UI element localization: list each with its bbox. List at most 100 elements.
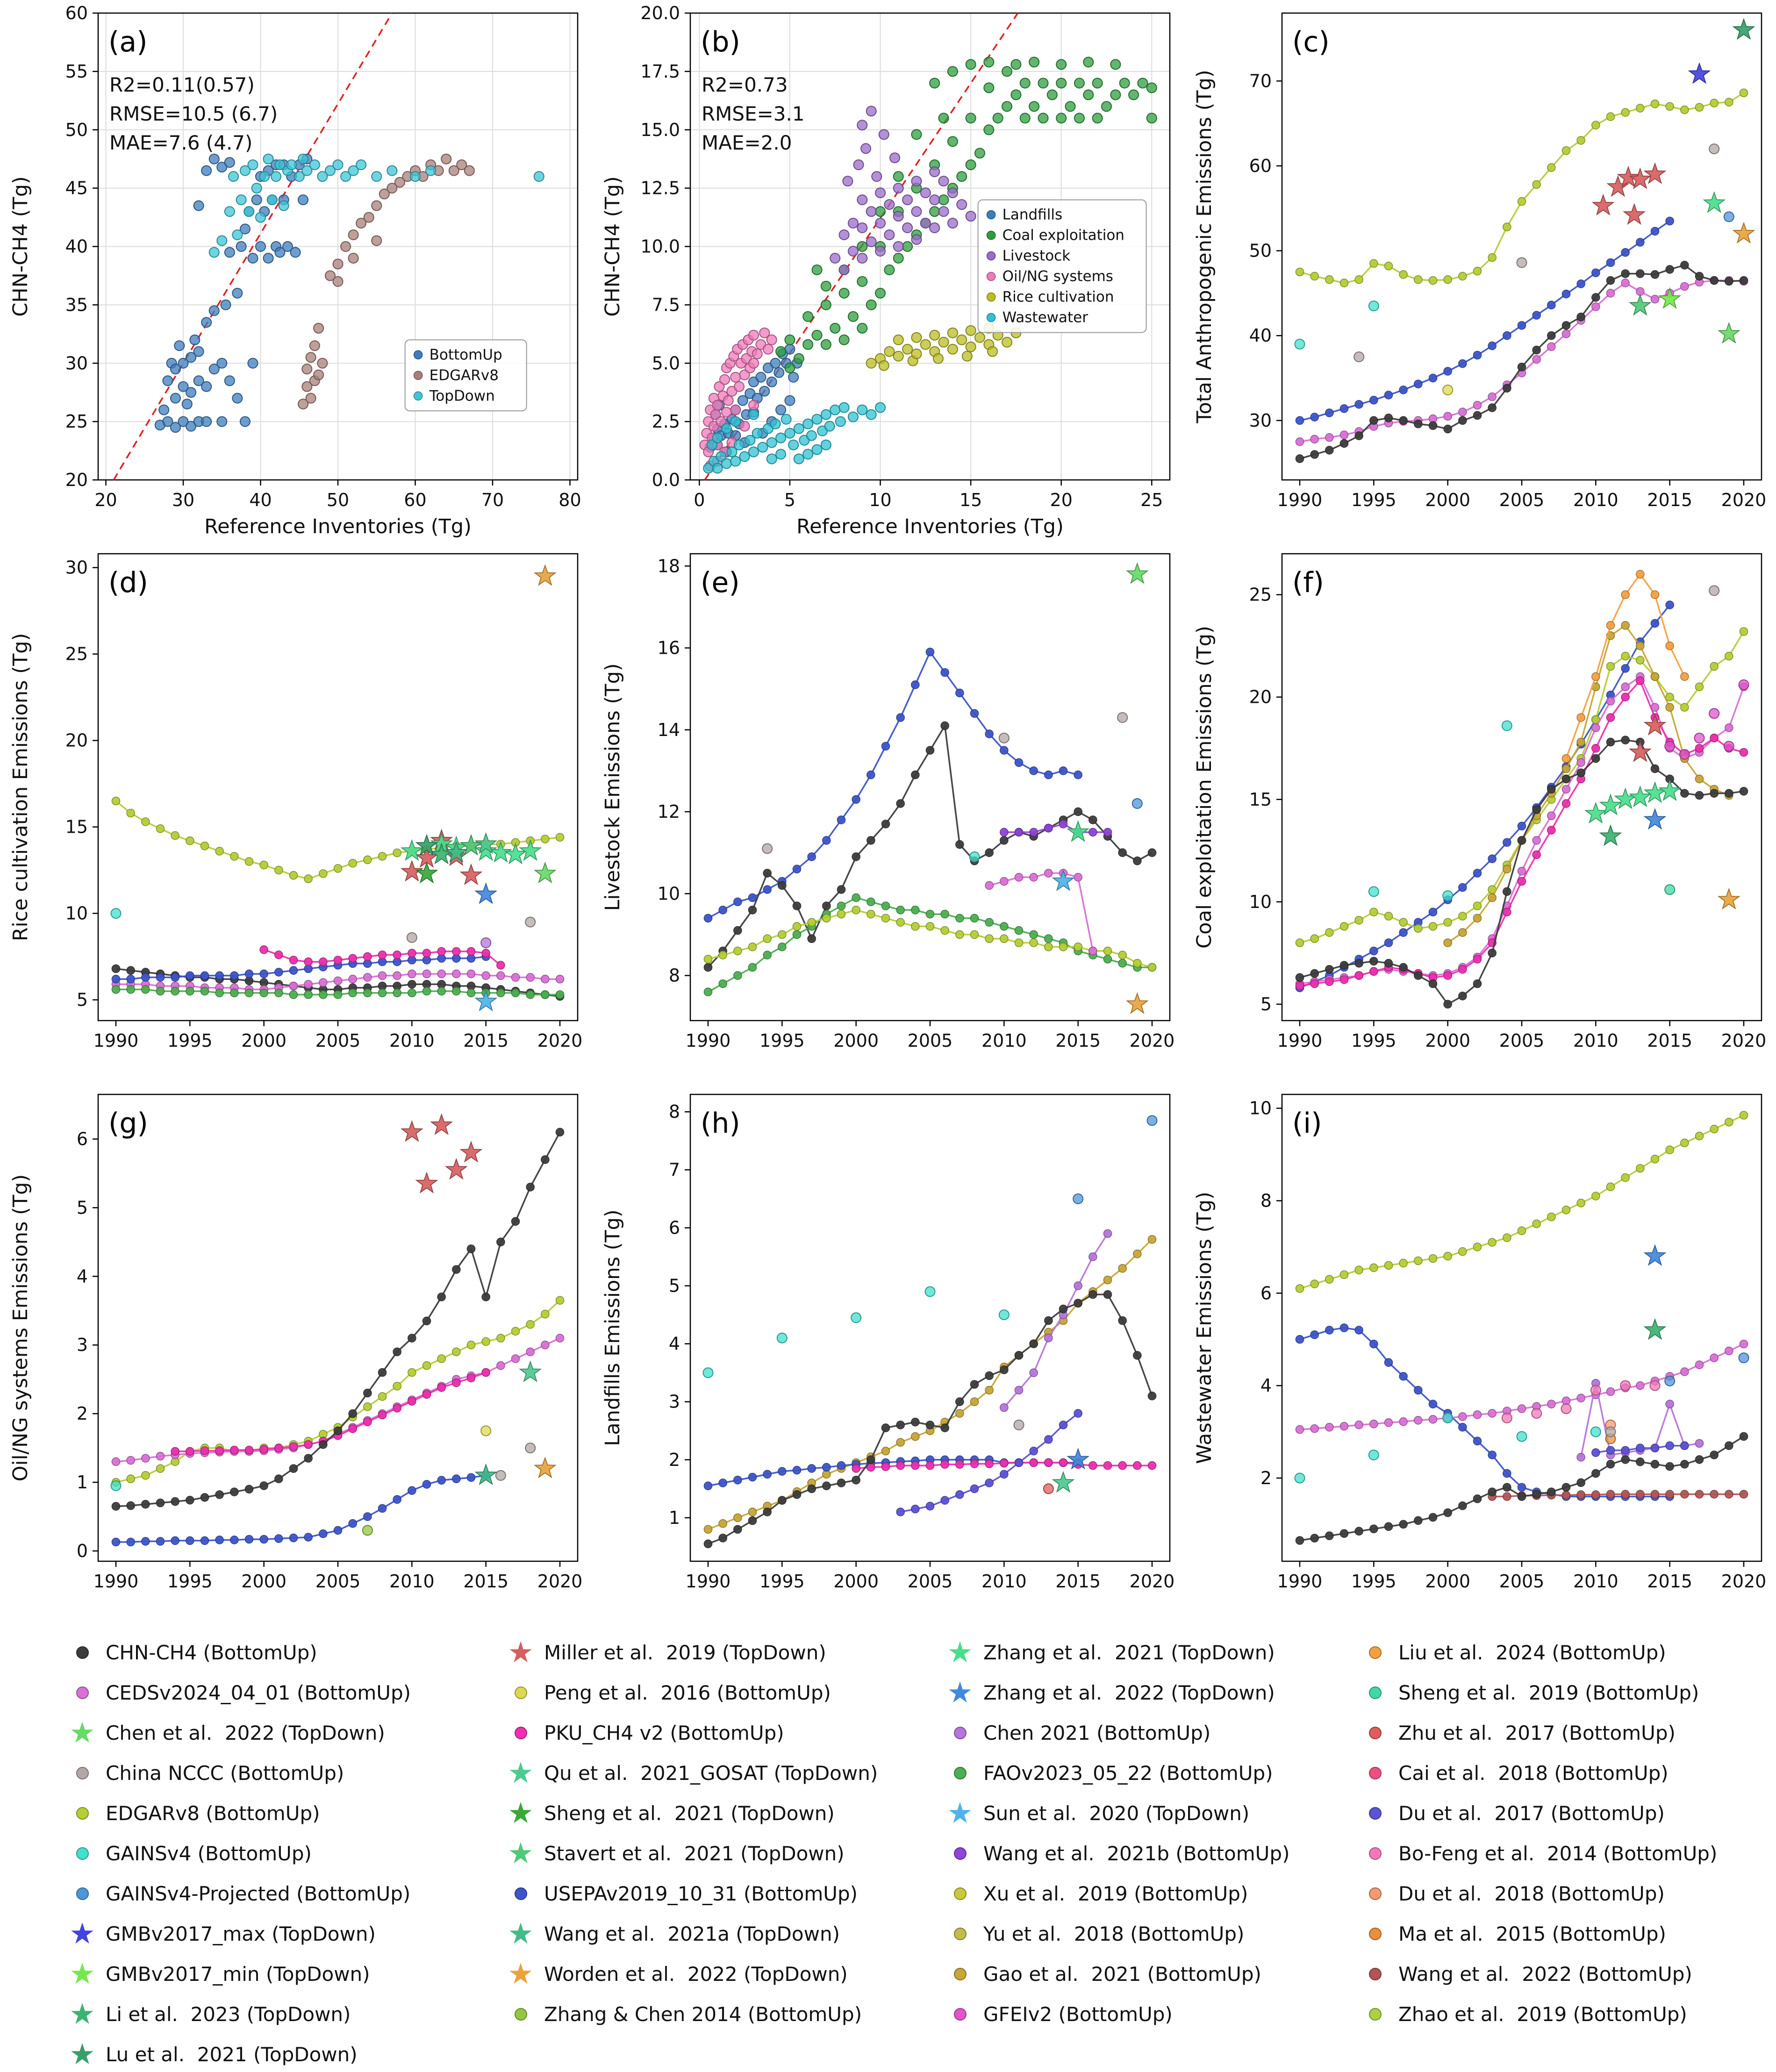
panel-c: 1990 1995 2000 2005 2010 2015 2020 30 40 50 60 70 To… <box>1184 0 1776 541</box>
series-qu-et-al-2021-gosat <box>1052 1471 1075 1493</box>
legend-label: Wang et al. 2021b (BottomUp) <box>983 1842 1290 1865</box>
svg-text:10: 10 <box>1249 1098 1272 1119</box>
svg-text:5: 5 <box>1260 994 1272 1015</box>
y-axis-title: CHN-CH4 (Tg) <box>601 176 624 317</box>
series-worden-et-al-2022 <box>533 1456 557 1479</box>
legend-item: Zhu et al. 2017 (BottomUp) <box>1363 1716 1676 1750</box>
star-marker-icon: ★ <box>508 1957 534 1991</box>
x-axis: 1990 1995 2000 2005 2010 2015 2020 <box>93 1021 582 1051</box>
series-pku-ch4-v2 <box>1296 676 1748 990</box>
dot-marker-icon <box>948 1967 972 1980</box>
svg-text:3: 3 <box>669 1392 680 1412</box>
svg-text:2015: 2015 <box>1055 1571 1101 1592</box>
panel-f-plot: 1990 1995 2000 2005 2010 2015 2020 5 10 15 20 25 Coa… <box>1193 553 1767 1051</box>
x-axis: 1990 1995 2000 2005 2010 2015 2020 <box>93 1561 582 1592</box>
series-gainsv4 <box>1294 1412 1602 1484</box>
svg-text:EDGARv8: EDGARv8 <box>430 367 499 384</box>
legend-label: Sheng et al. 2021 (TopDown) <box>544 1801 835 1825</box>
svg-text:15: 15 <box>1249 789 1272 810</box>
stats-text: RMSE=3.1 <box>702 102 805 125</box>
series-topdown <box>208 153 544 258</box>
series-chen-et-al-2022 <box>1718 322 1741 344</box>
series-china-nccc <box>1605 1426 1616 1437</box>
series-worden-et-al-2022 <box>1718 887 1741 910</box>
panel-b-plot: 0 5 10 15 20 25 0.0 2.5 5.0 7.5 10.0 12.5 15.0 17.5 20… <box>601 3 1170 538</box>
legend-label: Lu et al. 2021 (TopDown) <box>106 2043 358 2066</box>
panel-f: 1990 1995 2000 2005 2010 2015 2020 5 10 15 20 25 Coa… <box>1184 541 1776 1081</box>
legend-item: ★ GMBv2017_min (TopDown) <box>69 1957 370 1991</box>
series-zhang-et-al-2021 <box>1584 779 1682 824</box>
dot-marker-icon <box>508 1686 533 1699</box>
axes <box>689 1093 1170 1562</box>
svg-text:2000: 2000 <box>833 1571 879 1592</box>
svg-text:2015: 2015 <box>1647 1030 1693 1051</box>
inset-legend: BottomUp EDGARv8 TopDown <box>404 339 527 412</box>
panel-e: 1990 1995 2000 2005 2010 2015 2020 8 10 12 14 16 18 L… <box>592 541 1184 1081</box>
series-edgarv8 <box>111 796 565 883</box>
series-livestock <box>829 106 976 275</box>
y-axis-title: Rice cultivation Emissions (Tg) <box>9 633 32 942</box>
panel-a-plot: 20 30 40 50 60 70 80 20 25 30 35 40 45 50 55 60 Referenc… <box>9 3 581 538</box>
svg-text:30: 30 <box>65 557 88 578</box>
series-chn-ch4 <box>1296 1432 1748 1545</box>
series-chn-ch4 <box>703 1290 1156 1549</box>
star-marker-icon: ★ <box>508 1635 534 1669</box>
svg-text:2010: 2010 <box>1573 1030 1618 1051</box>
svg-text:5: 5 <box>77 1197 88 1218</box>
svg-text:5.0: 5.0 <box>652 353 680 373</box>
legend-item: Chen 2021 (BottomUp) <box>948 1716 1210 1750</box>
stats-text: MAE=2.0 <box>702 131 792 154</box>
series-oil-ng-systems <box>699 327 777 472</box>
svg-text:2.5: 2.5 <box>652 411 680 432</box>
svg-text:60: 60 <box>1249 156 1272 176</box>
legend-label: Sheng et al. 2019 (BottomUp) <box>1398 1681 1699 1704</box>
legend-label: PKU_CH4 v2 (BottomUp) <box>544 1721 784 1744</box>
svg-text:5: 5 <box>77 990 88 1010</box>
legend-label: Du et al. 2017 (BottomUp) <box>1398 1801 1665 1825</box>
series-china-nccc <box>1013 1419 1024 1430</box>
svg-text:30: 30 <box>172 490 194 510</box>
legend-item: Du et al. 2017 (BottomUp) <box>1363 1796 1665 1830</box>
panel-label: (c) <box>1292 26 1330 58</box>
svg-text:2020: 2020 <box>1721 1030 1767 1051</box>
dot-marker-icon <box>1363 1726 1387 1739</box>
legend-label: CHN-CH4 (BottomUp) <box>106 1641 317 1664</box>
dot-marker-icon <box>1363 2008 1387 2021</box>
svg-text:2010: 2010 <box>1573 490 1618 510</box>
stats-text: R2=0.11(0.57) <box>109 73 255 96</box>
dot-marker-icon <box>1363 1807 1387 1820</box>
panel-g-plot: 1990 1995 2000 2005 2010 2015 2020 0 1 2 3 4 5 6 Oil/N… <box>9 1093 582 1592</box>
svg-text:30: 30 <box>65 353 88 373</box>
series-pku-ch4-v2 <box>171 1368 490 1456</box>
series-edgarv8 <box>1296 88 1748 287</box>
legend-label: Stavert et al. 2021 (TopDown) <box>544 1842 845 1865</box>
svg-text:2000: 2000 <box>1425 1571 1471 1592</box>
series-gainsv4-projected <box>1131 798 1143 809</box>
svg-text:2020: 2020 <box>1129 1571 1174 1592</box>
series-du-et-al-2017 <box>896 1409 1082 1516</box>
series-chen-et-al-2022 <box>1125 562 1149 584</box>
dot-marker-icon <box>1363 1766 1387 1779</box>
series-peng-et-al-2016 <box>1442 384 1454 395</box>
series-chen-2021 <box>999 1229 1112 1412</box>
series-du-et-al-2017 <box>1591 1441 1690 1457</box>
series-zhang-et-al-2022 <box>474 882 498 904</box>
legend-item: ★ Lu et al. 2021 (TopDown) <box>69 2037 358 2071</box>
series-edgarv8 <box>1296 627 1748 947</box>
y-axis-title: Total Anthropogenic Emissions (Tg) <box>1193 70 1216 423</box>
series-miller-et-al-2019 <box>400 1113 483 1193</box>
series-zhang-et-al-2022 <box>1066 1448 1089 1470</box>
svg-text:2010: 2010 <box>389 1030 435 1051</box>
series-worden-et-al-2022 <box>533 564 557 586</box>
series-gao-et-al-2021 <box>1443 621 1734 947</box>
svg-text:2000: 2000 <box>241 1030 286 1051</box>
x-axis: 1990 1995 2000 2005 2010 2015 2020 <box>685 1561 1174 1592</box>
svg-text:Coal exploitation: Coal exploitation <box>1002 227 1124 244</box>
svg-text:8: 8 <box>1260 1190 1272 1211</box>
series-gmbv2017-min <box>1658 287 1682 309</box>
svg-text:2005: 2005 <box>907 1030 952 1051</box>
y-axis: 0 1 2 3 4 5 6 <box>77 1129 98 1561</box>
svg-text:20.0: 20.0 <box>640 3 680 23</box>
svg-text:10: 10 <box>657 883 680 904</box>
axes <box>97 1093 579 1562</box>
